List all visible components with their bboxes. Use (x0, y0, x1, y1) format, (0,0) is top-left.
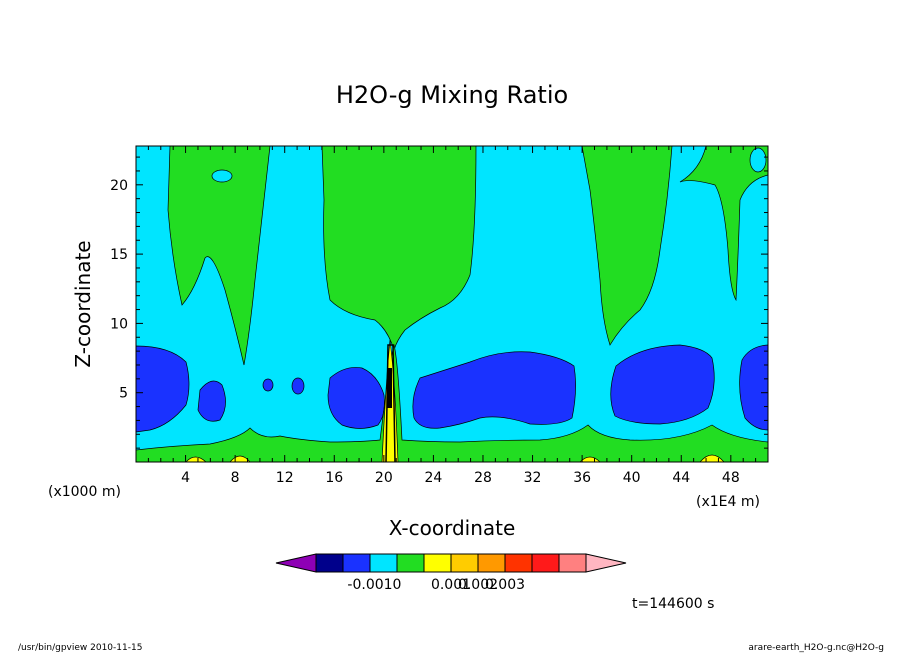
negative-region-8 (739, 344, 768, 431)
negative-region-4 (291, 377, 305, 395)
upper-green-region-3 (581, 146, 673, 346)
core-outline (385, 344, 396, 462)
x-tick-label: 44 (672, 470, 690, 486)
x-axis-label: X-coordinate (389, 516, 516, 540)
chart-title: H2O-g Mixing Ratio (336, 81, 568, 109)
colorbar-swatch (477, 553, 506, 573)
negative-region-2 (197, 380, 226, 422)
x-tick-label: 36 (573, 470, 591, 486)
x-tick-label: 40 (623, 470, 641, 486)
x-unit-left: (x1000 m) (48, 484, 121, 500)
negative-region-1 (136, 345, 190, 433)
y-tick-label: 5 (119, 386, 128, 402)
x-tick-label: 16 (325, 470, 343, 486)
negative-region-6 (412, 351, 576, 429)
footer-left: /usr/bin/gpview 2010-11-15 (18, 643, 142, 653)
colorbar-lower-triangle (275, 553, 317, 573)
upper-green-region-4 (679, 146, 768, 302)
core-plume (387, 368, 392, 408)
cyan-hole-2 (749, 147, 767, 173)
colorbar-swatch (531, 553, 560, 573)
footer-right: arare-earth_H2O-g.nc@H2O-g (748, 643, 884, 653)
y-tick-label: 20 (110, 178, 128, 194)
y-axis-label: Z-coordinate (71, 240, 95, 367)
negative-region-3 (262, 378, 274, 392)
x-unit-right: (x1E4 m) (696, 494, 760, 510)
upper-green-region-1 (167, 146, 271, 366)
negative-region-7 (610, 344, 715, 425)
colorbar-swatch (558, 553, 587, 573)
colorbar-label: 0.003 (485, 577, 525, 593)
colorbar-swatch (396, 553, 425, 573)
lower-green-band (136, 343, 768, 462)
colorbar-swatch (342, 553, 371, 573)
colorbar-swatch (315, 553, 344, 573)
y-tick-label: 10 (110, 316, 128, 332)
colorbar-swatch (504, 553, 533, 573)
x-tick-label: 8 (231, 470, 240, 486)
colorbar-swatch (423, 553, 452, 573)
x-axis: 4 8 12 16 20 24 28 32 36 40 44 48 (147, 146, 757, 486)
y-axis: 5 10 15 20 (110, 156, 768, 449)
x-tick-label: 24 (424, 470, 442, 486)
x-tick-label: 20 (375, 470, 393, 486)
x-tick-label: 48 (722, 470, 740, 486)
plot-frame (135, 145, 769, 463)
upper-green-region-2 (321, 146, 477, 352)
colorbar-swatch (369, 553, 398, 573)
contour-plot (136, 146, 768, 462)
x-tick-label: 4 (181, 470, 190, 486)
colorbar-upper-triangle (585, 553, 627, 573)
x-tick-label: 32 (524, 470, 542, 486)
colorbar-label: 0.002 (458, 577, 498, 593)
colorbar-label: 0.001 (431, 577, 471, 593)
cyan-hole-1 (211, 169, 233, 183)
colorbar-label: 0 (393, 577, 402, 593)
y-tick-label: 15 (110, 247, 128, 263)
x-tick-label: 12 (276, 470, 294, 486)
colorbar-label: -0.001 (347, 577, 392, 593)
x-tick-label: 28 (474, 470, 492, 486)
colorbar-swatch (450, 553, 479, 573)
time-label: t=144600 s (632, 596, 714, 612)
